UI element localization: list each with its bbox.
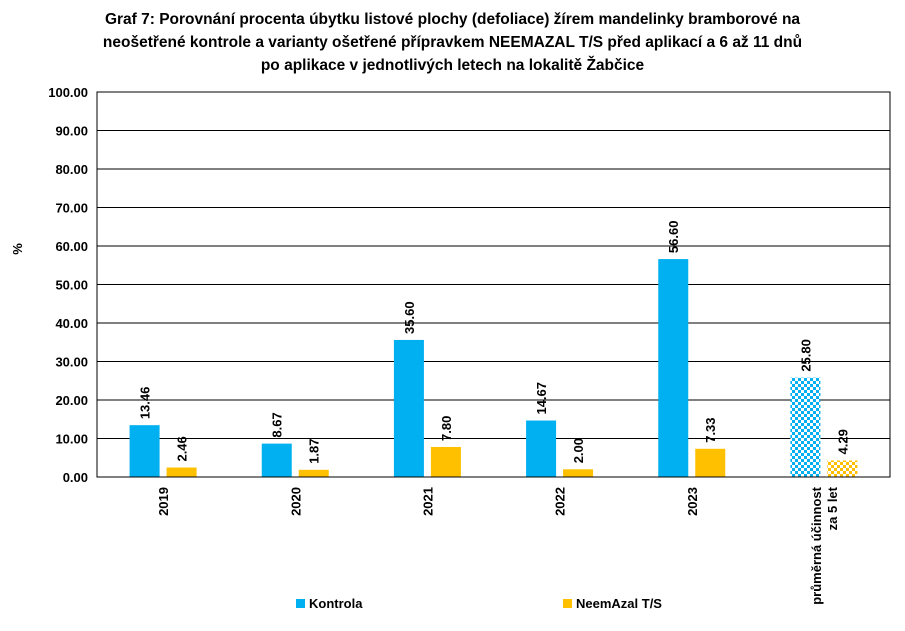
y-tick-label: 20.00 <box>55 393 88 408</box>
data-label: 13.46 <box>138 387 153 420</box>
legend-entry: NeemAzal T/S <box>576 596 662 611</box>
y-tick-label: 40.00 <box>55 316 88 331</box>
bar <box>430 446 461 477</box>
y-tick-label: 70.00 <box>55 201 88 216</box>
data-label: 4.29 <box>835 429 850 454</box>
bar <box>790 377 821 477</box>
bar <box>695 448 726 477</box>
legend-swatch <box>563 599 572 608</box>
bar <box>526 420 557 477</box>
bar <box>658 259 689 477</box>
bar <box>261 443 292 477</box>
y-tick-label: 0.00 <box>63 470 88 485</box>
bar <box>563 469 594 477</box>
y-tick-label: 100.00 <box>48 85 88 100</box>
y-tick-label: 30.00 <box>55 355 88 370</box>
x-tick-label: 2019 <box>156 487 171 516</box>
y-tick-label: 10.00 <box>55 432 88 447</box>
legend-entry: Kontrola <box>309 596 363 611</box>
chart-title-line: po aplikace v jednotlivých letech na lok… <box>260 57 645 74</box>
data-label: 2.00 <box>571 438 586 463</box>
bar <box>129 425 160 477</box>
chart-title-line: neošetřené kontrole a varianty ošetřené … <box>102 34 803 51</box>
data-label: 14.67 <box>534 382 549 415</box>
y-axis-label: % <box>10 243 25 255</box>
chart-title-line: Graf 7: Porovnání procenta úbytku listov… <box>104 11 801 28</box>
chart-title: Graf 7: Porovnání procenta úbytku listov… <box>20 8 885 77</box>
x-tick-label: průměrná účinnost <box>809 486 824 604</box>
data-label: 25.80 <box>798 339 813 372</box>
y-tick-label: 80.00 <box>55 162 88 177</box>
y-tick-label: 60.00 <box>55 239 88 254</box>
bar <box>827 460 858 477</box>
bar <box>393 339 424 477</box>
data-label: 35.60 <box>402 301 417 334</box>
y-tick-label: 90.00 <box>55 124 88 139</box>
bar <box>298 469 329 477</box>
data-label: 7.33 <box>703 417 718 442</box>
data-label: 56.60 <box>666 221 681 254</box>
x-tick-label: 2023 <box>685 487 700 516</box>
data-label: 2.46 <box>175 436 190 461</box>
bar <box>166 467 197 477</box>
x-tick-label: za 5 let <box>825 486 840 530</box>
data-label: 7.80 <box>439 416 454 441</box>
y-tick-label: 50.00 <box>55 278 88 293</box>
x-tick-label: 2022 <box>553 487 568 516</box>
x-tick-label: 2020 <box>288 487 303 516</box>
data-label: 8.67 <box>270 412 285 437</box>
plot-area <box>96 91 891 478</box>
x-tick-label: 2021 <box>420 487 435 516</box>
legend-swatch <box>296 599 305 608</box>
data-label: 1.87 <box>307 438 322 463</box>
